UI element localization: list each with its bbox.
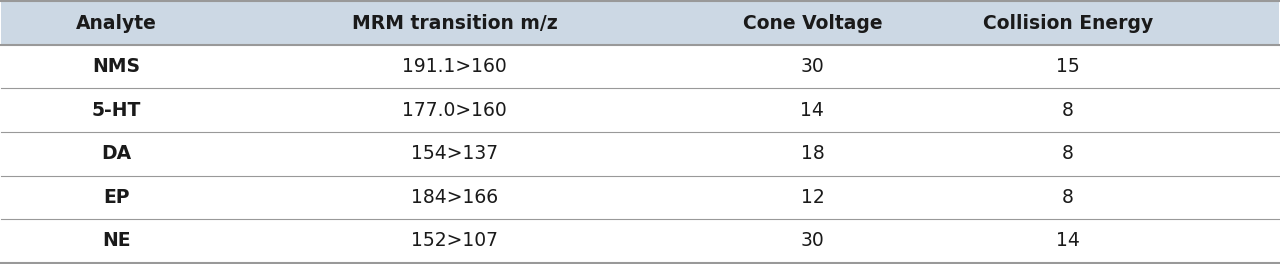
Text: 14: 14 bbox=[800, 101, 824, 120]
Text: 8: 8 bbox=[1062, 188, 1074, 207]
Text: 30: 30 bbox=[800, 57, 824, 76]
Text: 5-HT: 5-HT bbox=[92, 101, 141, 120]
Text: 30: 30 bbox=[800, 231, 824, 250]
Text: 177.0>160: 177.0>160 bbox=[402, 101, 507, 120]
Text: NMS: NMS bbox=[92, 57, 141, 76]
Text: EP: EP bbox=[104, 188, 129, 207]
Text: 15: 15 bbox=[1056, 57, 1080, 76]
Text: Collision Energy: Collision Energy bbox=[983, 14, 1153, 33]
Text: 8: 8 bbox=[1062, 144, 1074, 163]
Text: NE: NE bbox=[102, 231, 131, 250]
Text: 14: 14 bbox=[1056, 231, 1080, 250]
Text: 191.1>160: 191.1>160 bbox=[402, 57, 507, 76]
Text: 152>107: 152>107 bbox=[411, 231, 498, 250]
Text: Cone Voltage: Cone Voltage bbox=[742, 14, 882, 33]
Text: Analyte: Analyte bbox=[76, 14, 156, 33]
Text: 12: 12 bbox=[800, 188, 824, 207]
Bar bbox=[1, 1, 1279, 45]
Text: DA: DA bbox=[101, 144, 132, 163]
Text: 154>137: 154>137 bbox=[411, 144, 498, 163]
Text: 184>166: 184>166 bbox=[411, 188, 498, 207]
Text: MRM transition m/z: MRM transition m/z bbox=[352, 14, 558, 33]
Text: 18: 18 bbox=[800, 144, 824, 163]
Text: 8: 8 bbox=[1062, 101, 1074, 120]
